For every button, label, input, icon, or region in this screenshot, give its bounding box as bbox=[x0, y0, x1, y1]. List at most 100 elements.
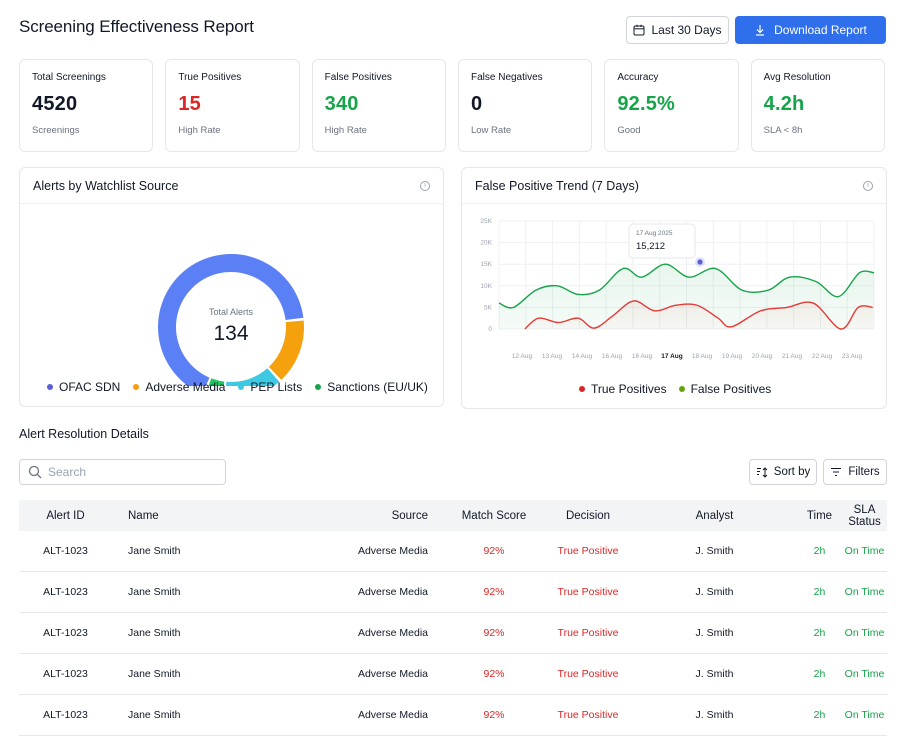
decision-cell: True Positive bbox=[557, 586, 619, 598]
filters-button[interactable]: Filters bbox=[823, 459, 887, 485]
analyst-cell: J. Smith bbox=[695, 586, 734, 598]
source-cell: Adverse Media bbox=[357, 627, 428, 639]
decision-cell: True Positive bbox=[557, 668, 619, 680]
column-header[interactable]: Time bbox=[806, 509, 833, 522]
table-row[interactable]: ALT-1023 Jane Smith Adverse Media 92% True P… bbox=[19, 654, 887, 695]
kpi-label: True Positives bbox=[178, 72, 242, 83]
source-cell: Adverse Media bbox=[357, 668, 428, 680]
date-range-button[interactable]: Last 30 Days bbox=[626, 16, 729, 44]
name-cell: Jane Smith bbox=[128, 545, 181, 557]
x-tick-label: 14 Aug bbox=[572, 353, 593, 360]
alerts-by-source-panel: Alerts by Watchlist Source i Total Alert… bbox=[19, 167, 444, 407]
table-body: ALT-1023 Jane Smith Adverse Media 92% True P… bbox=[19, 531, 887, 736]
search-input[interactable] bbox=[48, 465, 208, 479]
y-tick-label: 0 bbox=[488, 326, 492, 333]
tooltip-point-halo bbox=[695, 257, 705, 267]
kpi-value: 4520 bbox=[32, 93, 78, 115]
name-cell: Jane Smith bbox=[128, 586, 181, 598]
column-header[interactable]: Analyst bbox=[695, 509, 734, 522]
x-tick-label: 23 Aug bbox=[842, 353, 863, 360]
kpi-label: False Positives bbox=[324, 72, 392, 83]
sort-label: Sort by bbox=[773, 466, 811, 478]
time-cell: 2h bbox=[813, 668, 826, 680]
true-positives-line[interactable] bbox=[524, 300, 873, 330]
x-tick-label: 19 Aug bbox=[722, 353, 743, 360]
match-score-cell: 92% bbox=[483, 627, 505, 639]
y-tick-label: 5K bbox=[484, 304, 493, 311]
column-header[interactable]: Match Score bbox=[461, 509, 527, 522]
kpi-subtext: Screenings bbox=[32, 125, 80, 136]
kpi-value: 15 bbox=[178, 93, 201, 115]
info-icon[interactable]: i bbox=[420, 181, 430, 191]
table-row[interactable]: ALT-1023 Jane Smith Adverse Media 92% True P… bbox=[19, 531, 887, 572]
kpi-card: True Positives 15 High Rate bbox=[165, 59, 300, 152]
panel-header: False Positive Trend (7 Days) i bbox=[462, 168, 886, 204]
calendar-icon bbox=[633, 24, 645, 36]
column-header[interactable]: SLA Status bbox=[848, 503, 881, 528]
x-tick-label: 17 Aug bbox=[661, 353, 682, 360]
panel-title: Alerts by Watchlist Source bbox=[33, 178, 179, 193]
analyst-cell: J. Smith bbox=[695, 709, 734, 721]
column-header[interactable]: Alert ID bbox=[46, 509, 85, 522]
legend-dot bbox=[238, 384, 245, 390]
match-score-cell: 92% bbox=[483, 668, 505, 680]
donut-center-label: Total Alerts bbox=[209, 307, 254, 317]
donut-slice-sanctions-eu-uk[interactable] bbox=[225, 368, 280, 386]
legend-label: PEP Lists bbox=[250, 380, 303, 394]
legend-dot bbox=[133, 384, 140, 390]
chart-tooltip: 17 Aug 2025 15,212 bbox=[628, 223, 696, 259]
sla-status-cell: On Time bbox=[844, 545, 885, 557]
analyst-cell: J. Smith bbox=[695, 545, 734, 557]
table-header: Alert ID Name Source Match Score Decisio… bbox=[19, 500, 887, 531]
column-header[interactable]: Decision bbox=[565, 509, 611, 522]
download-icon bbox=[756, 25, 765, 36]
column-header[interactable]: Name bbox=[128, 509, 159, 522]
kpi-row: Total Screenings 4520 Screenings True Po… bbox=[19, 59, 885, 152]
analyst-cell: J. Smith bbox=[695, 627, 734, 639]
x-tick-label: 12 Aug bbox=[512, 353, 533, 360]
alert-id-cell: ALT-1023 bbox=[43, 627, 88, 639]
kpi-card: Accuracy 92.5% Good bbox=[604, 59, 739, 152]
source-cell: Adverse Media bbox=[357, 586, 428, 598]
false-positives-line[interactable] bbox=[498, 263, 875, 309]
legend-label: OFAC SDN bbox=[59, 380, 121, 394]
kpi-label: False Negatives bbox=[470, 72, 543, 83]
download-report-label: Download Report bbox=[774, 23, 867, 37]
search-box[interactable] bbox=[19, 459, 226, 485]
decision-cell: True Positive bbox=[557, 627, 619, 639]
kpi-value: 4.2h bbox=[763, 93, 805, 115]
kpi-value: 340 bbox=[324, 93, 359, 115]
x-tick-label: 22 Aug bbox=[812, 353, 833, 360]
tooltip-date: 17 Aug 2025 bbox=[636, 230, 673, 237]
legend-item: False Positives bbox=[678, 382, 771, 396]
sort-button[interactable]: Sort by bbox=[749, 459, 817, 485]
time-cell: 2h bbox=[813, 709, 826, 721]
donut-chart: Total Alerts 134 bbox=[158, 254, 304, 386]
info-icon[interactable]: i bbox=[863, 181, 873, 191]
kpi-label: Avg Resolution bbox=[763, 72, 831, 83]
x-tick-label: 16 Aug bbox=[632, 353, 653, 360]
kpi-subtext: High Rate bbox=[324, 125, 367, 136]
analyst-cell: J. Smith bbox=[695, 668, 734, 680]
sla-status-cell: On Time bbox=[844, 709, 885, 721]
legend-label: Adverse Media bbox=[145, 380, 226, 394]
alert-resolution-table: Alert ID Name Source Match Score Decisio… bbox=[19, 500, 887, 736]
download-report-button[interactable]: Download Report bbox=[735, 16, 886, 44]
line-legend: True Positives False Positives bbox=[579, 382, 771, 396]
sort-icon bbox=[756, 466, 768, 478]
kpi-value: 0 bbox=[470, 93, 483, 115]
kpi-card: False Positives 340 High Rate bbox=[311, 59, 446, 152]
donut-slice-adverse-media[interactable] bbox=[268, 320, 304, 380]
legend-dot bbox=[579, 386, 585, 392]
legend-dot bbox=[315, 384, 322, 390]
column-header[interactable]: Source bbox=[391, 509, 428, 522]
table-row[interactable]: ALT-1023 Jane Smith Adverse Media 92% True P… bbox=[19, 695, 887, 736]
table-row[interactable]: ALT-1023 Jane Smith Adverse Media 92% True P… bbox=[19, 572, 887, 613]
table-row[interactable]: ALT-1023 Jane Smith Adverse Media 92% True P… bbox=[19, 613, 887, 654]
x-tick-label: 18 Aug bbox=[692, 353, 713, 360]
y-tick-label: 15K bbox=[480, 261, 492, 268]
search-icon bbox=[28, 465, 42, 479]
donut-slice-pep-lists[interactable] bbox=[205, 378, 225, 386]
legend-label: Sanctions (EU/UK) bbox=[327, 380, 428, 394]
x-tick-label: 21 Aug bbox=[782, 353, 803, 360]
